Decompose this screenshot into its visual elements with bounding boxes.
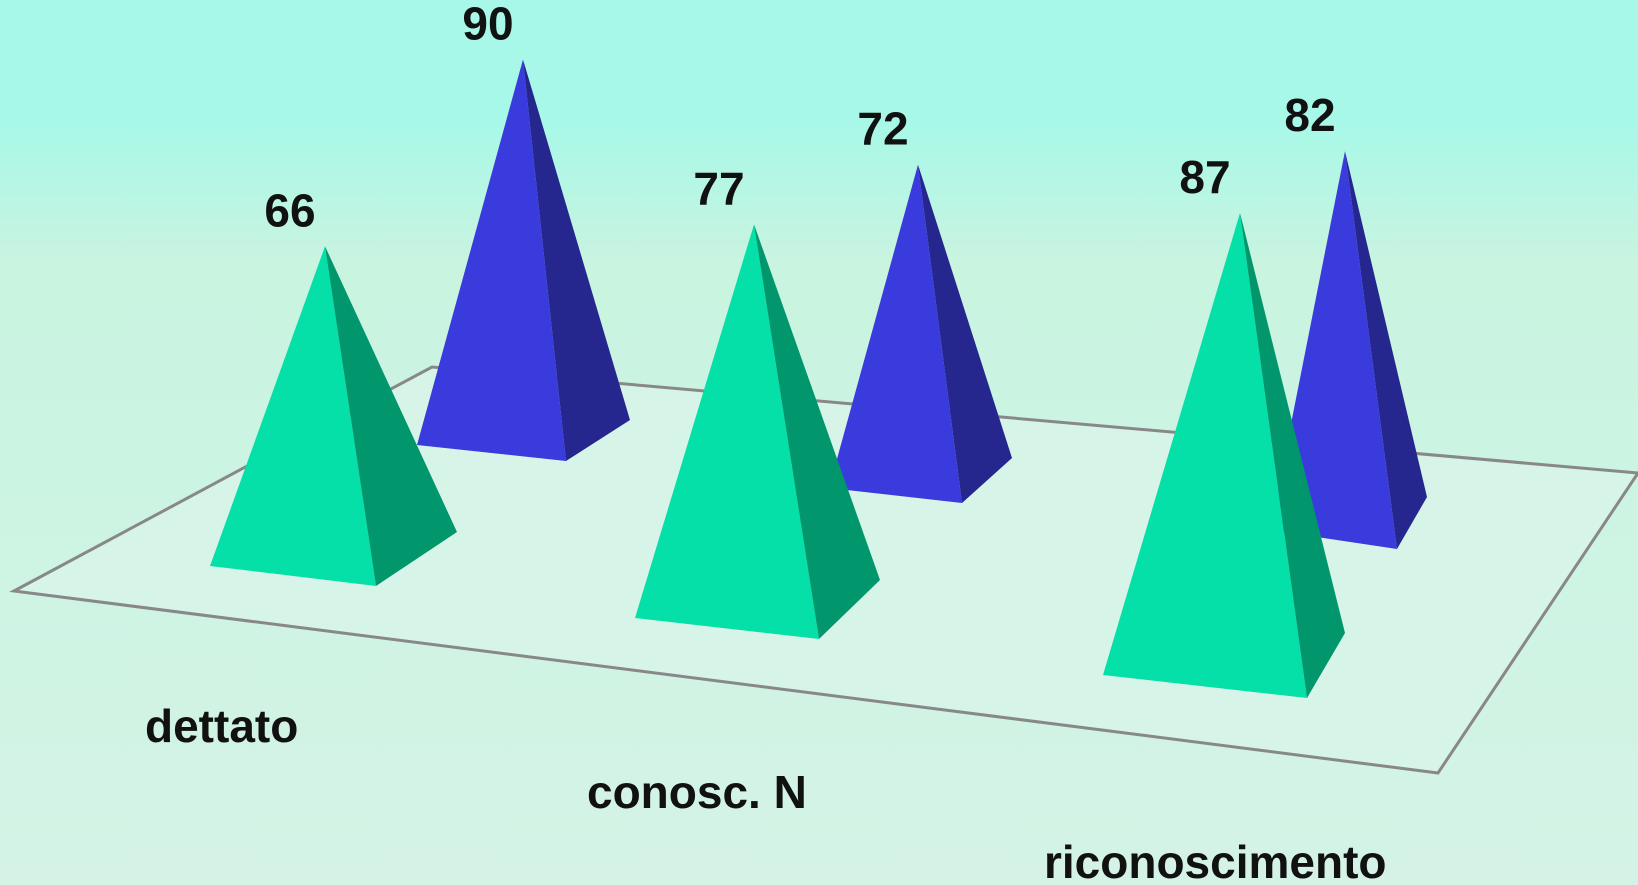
pyramid-side-face bbox=[918, 164, 1012, 503]
pyramid-side-face bbox=[523, 59, 630, 461]
category-label-dettato: dettato bbox=[145, 700, 298, 752]
data-label: 82 bbox=[1284, 89, 1335, 141]
category-labels: dettato conosc. N riconoscimento bbox=[145, 700, 1387, 885]
pyramid-front-face bbox=[1270, 151, 1397, 549]
data-label: 66 bbox=[264, 184, 315, 236]
category-label-riconoscimento: riconoscimento bbox=[1044, 836, 1387, 885]
category-label-conosc-n: conosc. N bbox=[587, 766, 807, 818]
data-label: 72 bbox=[857, 103, 908, 155]
data-label: 87 bbox=[1179, 151, 1230, 203]
data-label: 90 bbox=[462, 0, 513, 50]
pyramid-front-face bbox=[210, 246, 376, 587]
pyramid-side-face bbox=[1240, 212, 1345, 698]
pyramid-side-face bbox=[754, 224, 880, 639]
pyramid-front-face bbox=[417, 59, 566, 461]
pyramid-front-face bbox=[829, 164, 962, 503]
pyramid-front-face bbox=[635, 224, 819, 639]
pyramid-side-face bbox=[1345, 151, 1427, 549]
chart-marks: 90 72 82 66 77 87 bbox=[210, 0, 1427, 698]
pyramid-side-face bbox=[325, 246, 457, 587]
pyramid-front-face bbox=[1103, 212, 1307, 698]
data-label: 77 bbox=[693, 162, 744, 214]
